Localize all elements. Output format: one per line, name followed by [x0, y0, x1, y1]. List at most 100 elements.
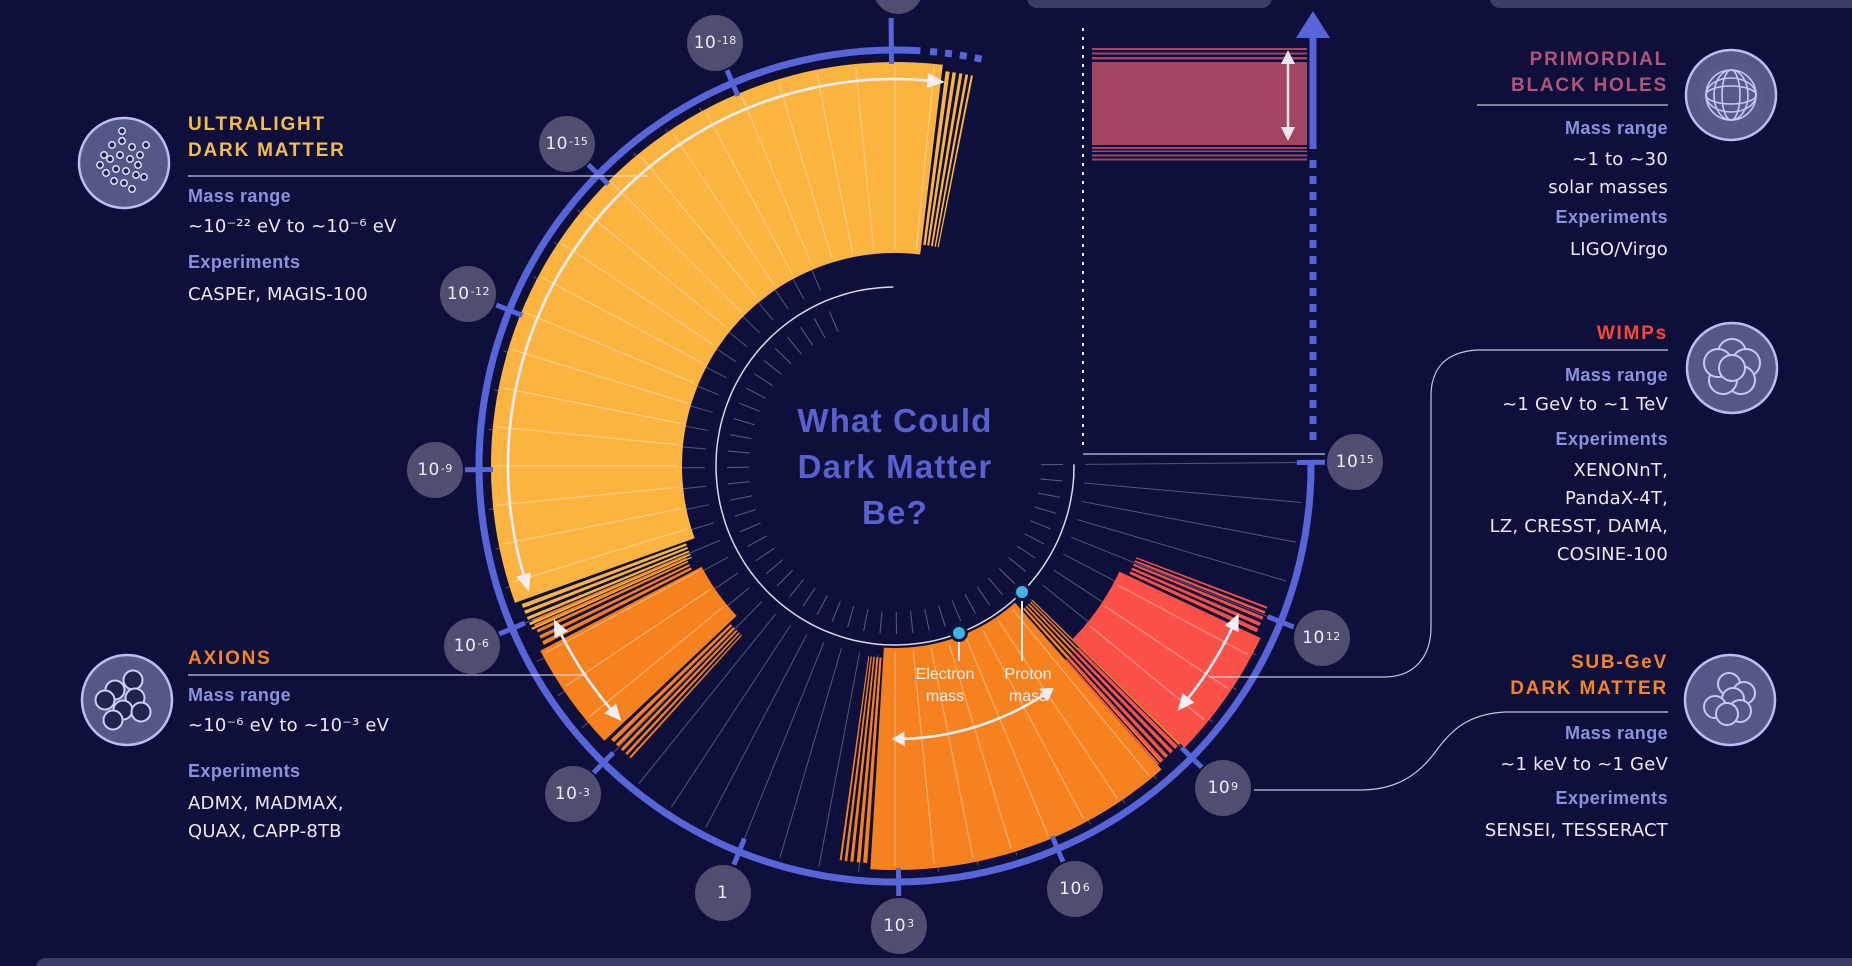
wedge-fade-stripe — [1133, 563, 1264, 620]
dot — [122, 167, 130, 175]
proton-mass-label: Proton mass — [1004, 666, 1052, 705]
tick-mark — [586, 162, 611, 187]
wedge-fade-stripe — [620, 629, 738, 752]
arrowhead — [1177, 693, 1195, 711]
section-heading: SUB-GeV DARK MATTER — [1510, 652, 1668, 699]
dot — [126, 155, 134, 163]
dot — [128, 185, 136, 193]
dot — [106, 155, 114, 163]
mass-range-value: ~1 GeV to ~1 TeV — [1502, 394, 1668, 415]
dot — [96, 161, 104, 169]
marker-dot — [1013, 583, 1031, 601]
wedge-fade-stripe — [927, 72, 956, 246]
tick-mark — [498, 620, 526, 637]
tick-label-10e-12: 10 -12 — [440, 265, 497, 322]
dot — [118, 137, 126, 145]
arrowhead — [1281, 127, 1295, 141]
electron-mass-label: Electron mass — [915, 666, 975, 705]
label-connectors — [188, 104, 1668, 791]
experiments-label: Experiments — [188, 252, 301, 272]
experiments-value: XENONnT, PandaX-4T, LZ, CRESST, DAMA, CO… — [1489, 460, 1668, 565]
dot — [140, 173, 148, 181]
wedge-fade-stripe — [531, 556, 692, 630]
wedge-fade-stripe — [1067, 656, 1164, 762]
band-stripe — [1092, 154, 1307, 157]
wedge-body — [1072, 571, 1261, 748]
mass-range-label: Mass range — [1564, 723, 1668, 743]
wedge-fade-stripe — [1131, 567, 1261, 626]
scale-up-arrow-shaft — [1309, 36, 1317, 149]
subgev-connector — [1254, 711, 1668, 791]
circle — [102, 709, 124, 731]
arrowhead — [1039, 687, 1054, 702]
tick-mark — [731, 837, 747, 866]
axions-icon — [80, 653, 174, 747]
circle — [130, 701, 152, 723]
experiments-value: ADMX, MADMAX, QUAX, CAPP-8TB — [188, 793, 344, 842]
dot — [136, 151, 144, 159]
mass-range-value: ~1 to ~30 solar masses — [1548, 149, 1668, 198]
page-title: What Could Dark Matter Be? — [797, 402, 993, 531]
dot — [134, 161, 142, 169]
dot — [128, 143, 136, 151]
wimps-wedge — [1065, 557, 1268, 765]
ultralight-icon — [77, 116, 171, 210]
wedge-fade-stripe — [529, 553, 691, 626]
wedge-fade-stripe — [542, 567, 692, 645]
arrowhead — [1224, 613, 1239, 633]
mass-range-label: Mass range — [188, 685, 292, 705]
dot — [116, 151, 124, 159]
section-heading: AXIONS — [188, 648, 272, 669]
tick-label-10e-18: 10 -18 — [687, 14, 744, 71]
tick-label-10e9: 10 9 — [1195, 760, 1252, 817]
black-hole-icon — [1684, 48, 1778, 142]
arrowhead — [1281, 50, 1295, 64]
experiments-value: SENSEI, TESSERACT — [1484, 820, 1668, 841]
tick-mark — [724, 69, 741, 97]
blob — [1718, 354, 1746, 382]
wedge-fade-stripe — [526, 550, 690, 620]
tick-label-1: 1 — [694, 864, 751, 921]
wedge-fade-stripe — [937, 75, 973, 248]
experiments-value: LIGO/Virgo — [1570, 239, 1668, 260]
section-heading: PRIMORDIAL BLACK HOLES — [1510, 49, 1668, 96]
wedge-fade-stripe — [532, 555, 686, 622]
dot — [142, 141, 150, 149]
dot — [110, 177, 118, 185]
wedge-fade-stripe — [863, 657, 882, 863]
wedge-fade-stripe — [1134, 560, 1266, 614]
wedge-fade-stripe — [1129, 571, 1259, 633]
dot — [108, 141, 116, 149]
wedge-fade-stripe — [536, 560, 689, 633]
primordial-black-holes-band — [1082, 11, 1330, 455]
wedge-fade-stripe — [1135, 557, 1268, 609]
tick-label-10e15: 10 15 — [1326, 433, 1383, 490]
tick-label-top-cropped — [873, 0, 923, 14]
wedge-fade-stripe — [1073, 650, 1173, 754]
nucleon — [1715, 702, 1739, 726]
experiments-label: Experiments — [188, 761, 301, 781]
dot — [120, 179, 128, 187]
arrowhead — [553, 619, 568, 639]
ultralight-wedge — [491, 62, 973, 630]
dot — [112, 165, 120, 173]
wedge-fade-stripe — [934, 74, 969, 247]
electron-marker — [950, 624, 968, 661]
tick-mark — [591, 750, 616, 775]
wedge-fade-stripe — [839, 656, 870, 861]
dot — [132, 171, 140, 179]
tick-label-10e-15: 10 -15 — [538, 115, 595, 172]
range-arrow — [506, 72, 945, 592]
top-band-left — [1027, 0, 1272, 8]
mass-range-value: ~1 keV to ~1 GeV — [1500, 754, 1668, 775]
mass-range-label: Mass range — [1564, 118, 1668, 138]
wimps-connector — [1209, 349, 1668, 678]
tick-label-10e3: 10 3 — [871, 897, 927, 954]
wedge-fade-stripe — [844, 656, 872, 862]
tick-label-10e12: 10 12 — [1293, 610, 1350, 667]
tick-label-10e6: 10 6 — [1046, 861, 1103, 918]
range-arrow — [1177, 613, 1239, 711]
wedge-body — [870, 602, 1162, 870]
subgev-icon — [1683, 653, 1777, 747]
